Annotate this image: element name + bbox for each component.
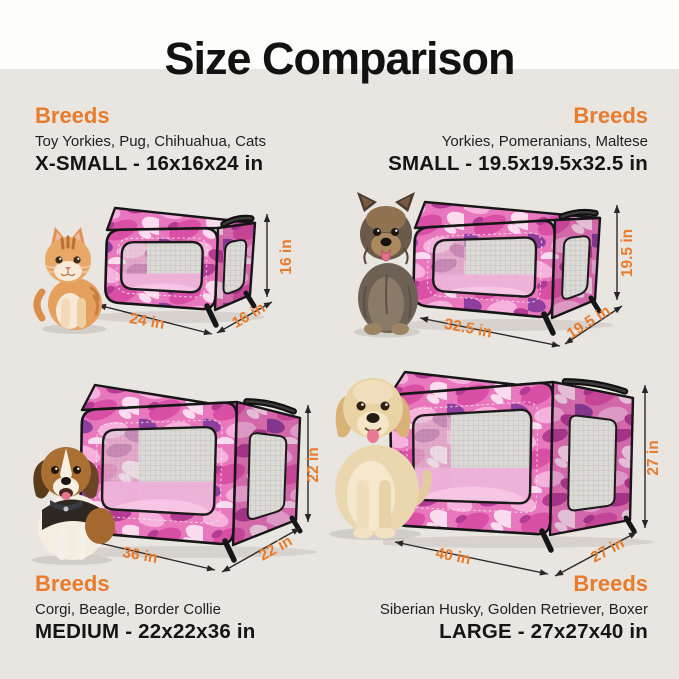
crate-ground-shadow: [95, 311, 265, 323]
medium-breeds-heading: Breeds: [35, 571, 110, 596]
length-dimension-arrow: [394, 540, 549, 576]
medium-height-dimension-label: 22 in: [305, 447, 322, 483]
crate-strap: [623, 515, 637, 534]
depth-dimension-arrow: [564, 305, 623, 345]
cat-photo: [30, 222, 112, 334]
small-breeds-heading: Breeds: [573, 103, 648, 128]
crate-ground-shadow: [383, 536, 654, 548]
height-dimension-arrow: [613, 205, 621, 300]
crate-strap: [539, 528, 554, 553]
crate-figure-small: [400, 195, 630, 355]
xsmall-breeds-list: Toy Yorkies, Pug, Chihuahua, Cats: [35, 133, 266, 151]
crate-ground-shadow: [75, 546, 318, 558]
xsmall-text-block: Breeds Toy Yorkies, Pug, Chihuahua, Cats…: [35, 104, 266, 175]
crate-strap: [588, 295, 602, 314]
small-breeds-list: Yorkies, Pomeranians, Maltese: [441, 133, 648, 151]
crate-side-mesh-window: [561, 235, 591, 300]
crate-zipper: [95, 419, 223, 524]
small-size-label: SMALL - 19.5x19.5x32.5 in: [388, 151, 648, 175]
yorkie-photo: [344, 190, 430, 338]
crate-zipper: [116, 237, 208, 298]
depth-dimension-arrow: [221, 527, 301, 573]
medium-text-block: Breeds Corgi, Beagle, Border Collie MEDI…: [35, 572, 255, 643]
beagle-photo: [20, 430, 125, 565]
medium-size-label: MEDIUM - 22x22x36 in: [35, 619, 256, 643]
page-title: Size Comparison: [164, 33, 515, 85]
crate-side-mesh-window: [246, 432, 288, 520]
xsmall-height-dimension-label: 16 in: [278, 239, 295, 275]
length-dimension-arrow: [419, 316, 561, 348]
small-text-block: Breeds Yorkies, Pomeranians, Maltese SMA…: [388, 104, 648, 175]
small-height-dimension-label: 19.5 in: [619, 228, 636, 278]
crate-ground-shadow: [400, 319, 614, 331]
crate-zipper: [426, 232, 543, 303]
crate-strap: [541, 311, 556, 336]
crate-figure-medium: [75, 380, 320, 580]
medium-breeds-list: Corgi, Beagle, Border Collie: [35, 601, 221, 619]
height-dimension-arrow: [641, 385, 649, 528]
golden-retriever-photo: [315, 362, 435, 540]
header-band: [0, 0, 679, 69]
crate-side-mesh-window: [222, 239, 248, 295]
crate-strap: [204, 303, 219, 328]
depth-dimension-arrow: [216, 301, 273, 334]
crate-strap: [222, 538, 237, 563]
height-dimension-arrow: [263, 214, 271, 297]
large-text-block: Breeds Siberian Husky, Golden Retriever,…: [380, 572, 648, 643]
large-size-label: LARGE - 27x27x40 in: [439, 619, 648, 643]
crate-figure-large: [383, 365, 658, 590]
large-breeds-heading: Breeds: [573, 571, 648, 596]
large-breeds-list: Siberian Husky, Golden Retriever, Boxer: [379, 601, 648, 619]
large-height-dimension-label: 27 in: [645, 440, 662, 476]
xsmall-breeds-heading: Breeds: [35, 103, 110, 128]
crate-figure-xsmall: [95, 200, 295, 345]
crate-side-mesh-window: [567, 414, 618, 512]
height-dimension-arrow: [304, 405, 312, 522]
depth-dimension-arrow: [554, 531, 638, 577]
crate-strap: [243, 290, 257, 309]
xsmall-size-label: X-SMALL - 16x16x24 in: [35, 151, 264, 175]
